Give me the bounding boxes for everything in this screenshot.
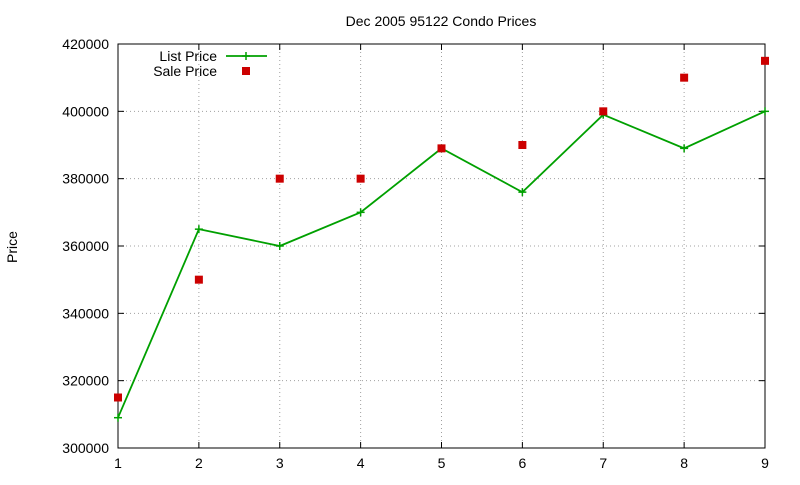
y-tick-label: 400000 (62, 103, 109, 119)
x-tick-label: 6 (518, 455, 526, 471)
x-tick-label: 9 (761, 455, 769, 471)
list-price-point (518, 188, 527, 197)
sale-price-point (761, 56, 769, 65)
legend-plus-marker (242, 52, 250, 60)
legend-label: List Price (159, 48, 217, 64)
list-price-point (761, 107, 769, 116)
x-tick-label: 8 (680, 455, 688, 471)
series-marks (114, 56, 769, 422)
sale-price-point (356, 174, 365, 183)
x-tick-label: 7 (599, 455, 607, 471)
sale-price-point (194, 275, 203, 284)
x-tick-label: 3 (276, 455, 284, 471)
legend-square-marker (242, 67, 250, 75)
grid-lines (118, 44, 765, 448)
list-price-point (356, 208, 365, 217)
y-tick-label: 340000 (62, 305, 109, 321)
axis-ticks: 1 2 3 4 5 6 7 8 9 300000 320000 340000 360000 380000 4… (62, 36, 769, 471)
list-price-point (114, 413, 122, 422)
sale-price-point (275, 174, 284, 183)
sale-price-point (599, 107, 608, 116)
x-tick-label: 2 (195, 455, 203, 471)
series-1 (114, 56, 769, 402)
y-axis-label: Price (4, 231, 20, 263)
legend-label: Sale Price (153, 63, 217, 79)
y-tick-label: 320000 (62, 373, 109, 389)
y-tick-label: 420000 (62, 36, 109, 52)
x-tick-label: 1 (114, 455, 122, 471)
y-tick-label: 380000 (62, 171, 109, 187)
sale-price-point (437, 144, 446, 153)
sale-price-point (518, 141, 527, 149)
list-price-point (194, 225, 203, 234)
chart-title: Dec 2005 95122 Condo Prices (346, 13, 537, 29)
list-price-point (680, 144, 689, 153)
sale-price-point (114, 393, 122, 402)
x-tick-label: 4 (357, 455, 365, 471)
sale-price-point (680, 73, 689, 82)
y-tick-label: 300000 (62, 440, 109, 456)
list-price-point (275, 242, 284, 250)
y-tick-label: 360000 (62, 238, 109, 254)
x-tick-label: 5 (438, 455, 446, 471)
